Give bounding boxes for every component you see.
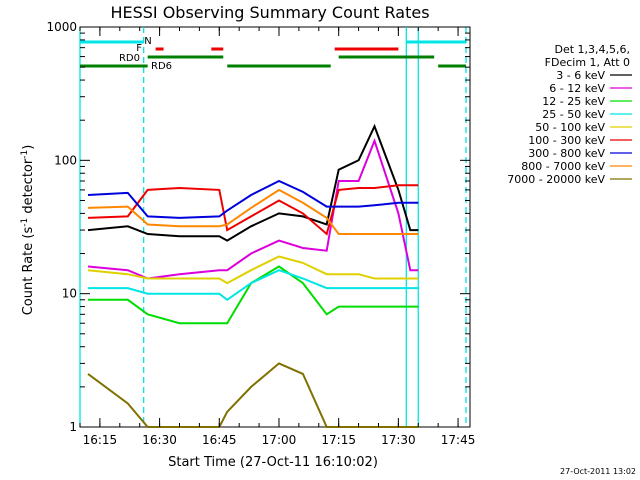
legend-label: 7000 - 20000 keV <box>507 173 605 186</box>
series-line <box>87 184 419 236</box>
flag-label: RD0 <box>119 53 140 64</box>
y-tick-label: 1 <box>69 420 77 434</box>
x-ticks: 16:15 16:30 16:45 17:00 17:15 17:30 17:45 <box>79 27 476 447</box>
y-axis-title-mid: detector <box>21 158 36 218</box>
y-axis-title-sup-2: -1 <box>20 150 30 159</box>
series-lines <box>87 123 419 428</box>
x-axis-title: Start Time (27-Oct-11 16:10:02) <box>168 455 378 470</box>
x-tick-label: 16:30 <box>142 433 177 447</box>
series-line <box>87 123 419 242</box>
series-line <box>87 137 419 280</box>
y-ticks: 1 10 100 1000 <box>46 20 470 434</box>
legend-label: 800 - 7000 keV <box>521 160 605 173</box>
series-line <box>87 179 419 219</box>
legend-label: 3 - 6 keV <box>556 69 605 82</box>
y-tick-label: 1000 <box>46 20 77 34</box>
series-line <box>87 255 419 285</box>
x-tick-label: 17:30 <box>381 433 416 447</box>
y-axis-title: Count Rate (s-1 detector-1) <box>20 145 36 316</box>
x-tick-label: 17:00 <box>262 433 297 447</box>
time-markers <box>79 27 467 427</box>
x-tick-label: 17:45 <box>441 433 476 447</box>
legend: Det 1,3,4,5,6, FDecim 1, Att 0 3 - 6 keV… <box>507 43 632 186</box>
y-axis-title-sup-1: -1 <box>20 218 30 227</box>
x-tick-label: 17:15 <box>321 433 356 447</box>
x-tick-label: 16:15 <box>83 433 118 447</box>
legend-label: 300 - 800 keV <box>528 147 605 160</box>
timestamp-stamp: 27-Oct-2011 13:02 <box>560 467 636 476</box>
series-line <box>88 269 419 302</box>
legend-header-1: Det 1,3,4,5,6, <box>554 43 630 56</box>
legend-header-2: FDecim 1, Att 0 <box>545 56 630 69</box>
y-axis-title-end: ) <box>21 145 36 150</box>
y-tick-label: 10 <box>62 287 77 301</box>
series-line <box>87 188 419 235</box>
legend-label: 100 - 300 keV <box>528 134 605 147</box>
x-tick-label: 16:45 <box>202 433 237 447</box>
series-line <box>87 362 419 428</box>
chart-title: HESSI Observing Summary Count Rates <box>110 3 429 22</box>
legend-label: 6 - 12 keV <box>549 82 605 95</box>
flag-label: RD6 <box>151 61 172 72</box>
legend-label: 50 - 100 keV <box>535 121 605 134</box>
legend-label: 25 - 50 keV <box>542 108 605 121</box>
flag-label: F <box>136 43 142 54</box>
legend-label: 12 - 25 keV <box>542 95 605 108</box>
flag-label: N <box>144 36 151 47</box>
y-tick-label: 100 <box>54 153 77 167</box>
y-axis-title-base: Count Rate (s <box>21 227 36 316</box>
